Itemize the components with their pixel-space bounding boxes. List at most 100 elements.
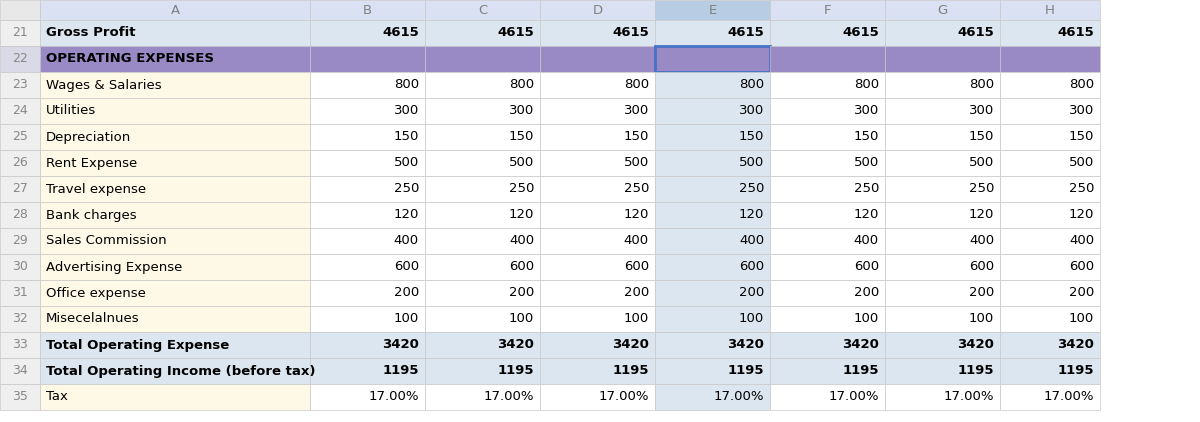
Text: 24: 24 — [12, 105, 28, 117]
Bar — [310, 306, 425, 332]
Text: 400: 400 — [854, 235, 878, 247]
Text: 300: 300 — [624, 105, 649, 117]
Text: 200: 200 — [853, 287, 878, 300]
Bar — [310, 332, 425, 358]
Text: 100: 100 — [853, 313, 878, 325]
Text: D: D — [593, 3, 602, 16]
Text: 120: 120 — [509, 208, 534, 222]
Text: 400: 400 — [624, 235, 649, 247]
Text: 500: 500 — [968, 157, 994, 170]
Text: 500: 500 — [624, 157, 649, 170]
Text: 120: 120 — [968, 208, 994, 222]
Bar — [770, 358, 886, 384]
Bar — [425, 254, 540, 280]
Text: 3420: 3420 — [1057, 338, 1094, 352]
Bar — [655, 124, 770, 150]
Bar — [540, 384, 655, 410]
Bar — [40, 176, 310, 202]
Text: 33: 33 — [12, 338, 28, 352]
Text: 120: 120 — [1069, 208, 1094, 222]
Bar — [770, 20, 886, 46]
Bar — [310, 254, 425, 280]
Bar — [1000, 0, 1100, 20]
Bar — [40, 0, 310, 20]
Text: 28: 28 — [12, 208, 28, 222]
Bar — [1000, 98, 1100, 124]
Text: Total Operating Expense: Total Operating Expense — [46, 338, 229, 352]
Bar — [655, 280, 770, 306]
Text: 4615: 4615 — [958, 27, 994, 40]
Bar — [540, 280, 655, 306]
Bar — [540, 254, 655, 280]
Text: 26: 26 — [12, 157, 28, 170]
Text: OPERATING EXPENSES: OPERATING EXPENSES — [46, 52, 214, 65]
Text: 17.00%: 17.00% — [828, 390, 878, 403]
Text: 300: 300 — [509, 105, 534, 117]
Text: 4615: 4615 — [727, 27, 764, 40]
Bar — [886, 98, 1000, 124]
Text: Misecelalnues: Misecelalnues — [46, 313, 139, 325]
Bar — [540, 0, 655, 20]
Bar — [540, 20, 655, 46]
Bar — [425, 280, 540, 306]
Bar — [540, 46, 655, 72]
Bar — [40, 280, 310, 306]
Text: 400: 400 — [394, 235, 419, 247]
Bar — [1000, 20, 1100, 46]
Bar — [0, 20, 40, 46]
Text: 600: 600 — [739, 260, 764, 273]
Text: Advertising Expense: Advertising Expense — [46, 260, 182, 273]
Text: Utilities: Utilities — [46, 105, 96, 117]
Bar — [540, 150, 655, 176]
Text: 1195: 1195 — [498, 365, 534, 378]
Bar — [310, 98, 425, 124]
Text: 250: 250 — [968, 182, 994, 195]
Text: 4615: 4615 — [842, 27, 878, 40]
Text: 300: 300 — [853, 105, 878, 117]
Bar — [310, 176, 425, 202]
Text: 3420: 3420 — [612, 338, 649, 352]
Bar — [770, 228, 886, 254]
Bar — [310, 20, 425, 46]
Text: 400: 400 — [968, 235, 994, 247]
Bar — [425, 176, 540, 202]
Text: 150: 150 — [509, 130, 534, 143]
Bar — [40, 306, 310, 332]
Text: 600: 600 — [968, 260, 994, 273]
Bar — [655, 0, 770, 20]
Bar — [1000, 202, 1100, 228]
Text: 200: 200 — [968, 287, 994, 300]
Text: 17.00%: 17.00% — [599, 390, 649, 403]
Bar — [40, 254, 310, 280]
Text: 600: 600 — [624, 260, 649, 273]
Text: Tax: Tax — [46, 390, 68, 403]
Text: B: B — [362, 3, 372, 16]
Bar — [655, 254, 770, 280]
Bar — [40, 332, 310, 358]
Bar — [310, 72, 425, 98]
Bar — [540, 358, 655, 384]
Text: 3420: 3420 — [958, 338, 994, 352]
Bar — [40, 124, 310, 150]
Bar — [425, 20, 540, 46]
Bar — [655, 150, 770, 176]
Bar — [310, 280, 425, 306]
Text: 800: 800 — [739, 78, 764, 92]
Bar — [40, 46, 310, 72]
Bar — [425, 98, 540, 124]
Text: 100: 100 — [624, 313, 649, 325]
Text: 3420: 3420 — [497, 338, 534, 352]
Bar — [40, 98, 310, 124]
Text: A: A — [170, 3, 180, 16]
Text: 200: 200 — [739, 287, 764, 300]
Text: 150: 150 — [853, 130, 878, 143]
Text: 500: 500 — [739, 157, 764, 170]
Bar — [1000, 124, 1100, 150]
Text: 150: 150 — [394, 130, 419, 143]
Bar — [886, 306, 1000, 332]
Bar — [425, 202, 540, 228]
Bar — [425, 332, 540, 358]
Text: 100: 100 — [968, 313, 994, 325]
Bar — [655, 46, 770, 72]
Text: 250: 250 — [624, 182, 649, 195]
